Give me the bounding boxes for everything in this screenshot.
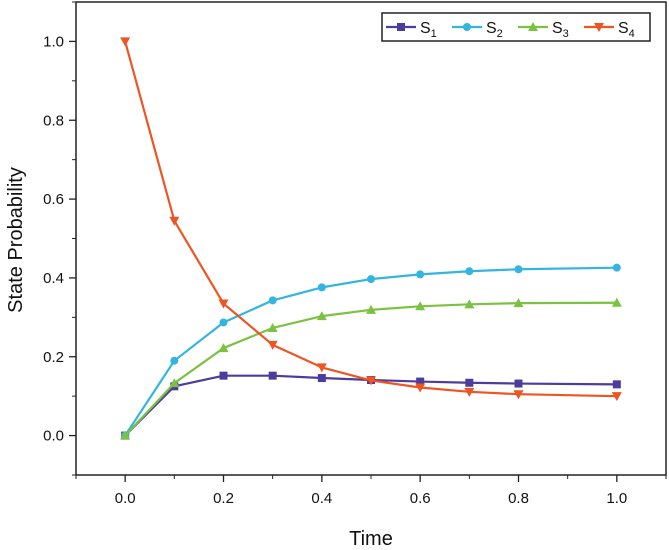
x-tick-label: 0.6 xyxy=(410,490,431,507)
series-s4-line xyxy=(124,41,617,398)
series-s4-point xyxy=(267,340,278,350)
legend-marker xyxy=(463,23,471,31)
series-s3-point xyxy=(513,298,524,308)
series-s1-point xyxy=(514,379,523,388)
series-s1-point xyxy=(612,380,621,389)
y-tick-label: 0.8 xyxy=(43,112,64,129)
series-s4-point xyxy=(611,392,622,402)
series-s4-point xyxy=(464,387,475,397)
x-tick-label: 0.2 xyxy=(213,490,234,507)
series-s3-point xyxy=(464,299,475,309)
x-axis-title: Time xyxy=(349,528,393,550)
series-s3-point xyxy=(316,311,327,321)
legend: S1 S2 S3 S4 xyxy=(381,12,651,42)
series-s2-point xyxy=(317,283,326,292)
series-s4-point xyxy=(316,363,327,373)
y-tick-label: 0.6 xyxy=(43,191,64,208)
series-s3-point xyxy=(267,322,278,332)
series-s2-point xyxy=(268,296,277,305)
legend-marker xyxy=(528,22,538,31)
axis-layer: 0.0 0.2 0.4 0.6 0.8 1.0 0.0 0.2 0.4 0.6 0.8 1.0 xyxy=(43,1,667,507)
series-s1-point xyxy=(416,377,425,386)
series-s1-point xyxy=(219,371,228,380)
x-tick-label: 0.0 xyxy=(115,490,136,507)
legend-marker xyxy=(397,23,405,31)
series-s2 xyxy=(121,263,621,440)
y-tick-label: 0.4 xyxy=(43,270,64,287)
series-s1-point xyxy=(317,374,326,383)
series-s2-point xyxy=(219,318,228,327)
series-s4-point xyxy=(366,376,376,386)
series-s4-point xyxy=(415,383,426,393)
series-s2-point xyxy=(170,356,179,365)
y-axis-title: State Probability xyxy=(5,167,27,313)
series-s3-point xyxy=(366,304,376,314)
series-s4-point xyxy=(120,37,131,47)
series-s3-point xyxy=(218,343,229,353)
series-s2-line xyxy=(124,266,617,437)
series-s2-point xyxy=(465,267,474,276)
series-s2-point xyxy=(416,270,425,279)
series-s1-line xyxy=(124,374,617,437)
series-layer xyxy=(120,37,622,440)
series-s1-point xyxy=(268,371,277,380)
series-s3-point xyxy=(169,378,180,388)
x-tick-label: 0.8 xyxy=(508,490,529,507)
legend-item-s2: S2 xyxy=(452,20,503,40)
legend-marker xyxy=(594,23,604,32)
plot-frame xyxy=(75,1,667,476)
series-s2-point xyxy=(367,275,375,284)
y-tick-label: 1.0 xyxy=(43,33,64,50)
series-s3-line xyxy=(124,301,617,437)
y-tick-label: 0.0 xyxy=(43,428,64,445)
series-s4-point xyxy=(169,216,180,226)
series-s4 xyxy=(120,37,622,402)
series-s4-point xyxy=(513,390,524,400)
y-tick-label: 0.2 xyxy=(43,349,64,366)
series-s1-point xyxy=(465,378,474,387)
series-s3-point xyxy=(415,301,426,311)
series-s3 xyxy=(120,297,622,440)
series-s3-point xyxy=(120,430,131,440)
series-s3-point xyxy=(611,297,622,307)
x-tick-label: 1.0 xyxy=(606,490,627,507)
series-s4-point xyxy=(218,299,229,309)
series-s2-point xyxy=(514,265,523,274)
series-s2-point xyxy=(612,263,621,272)
x-tick-label: 0.4 xyxy=(311,490,332,507)
